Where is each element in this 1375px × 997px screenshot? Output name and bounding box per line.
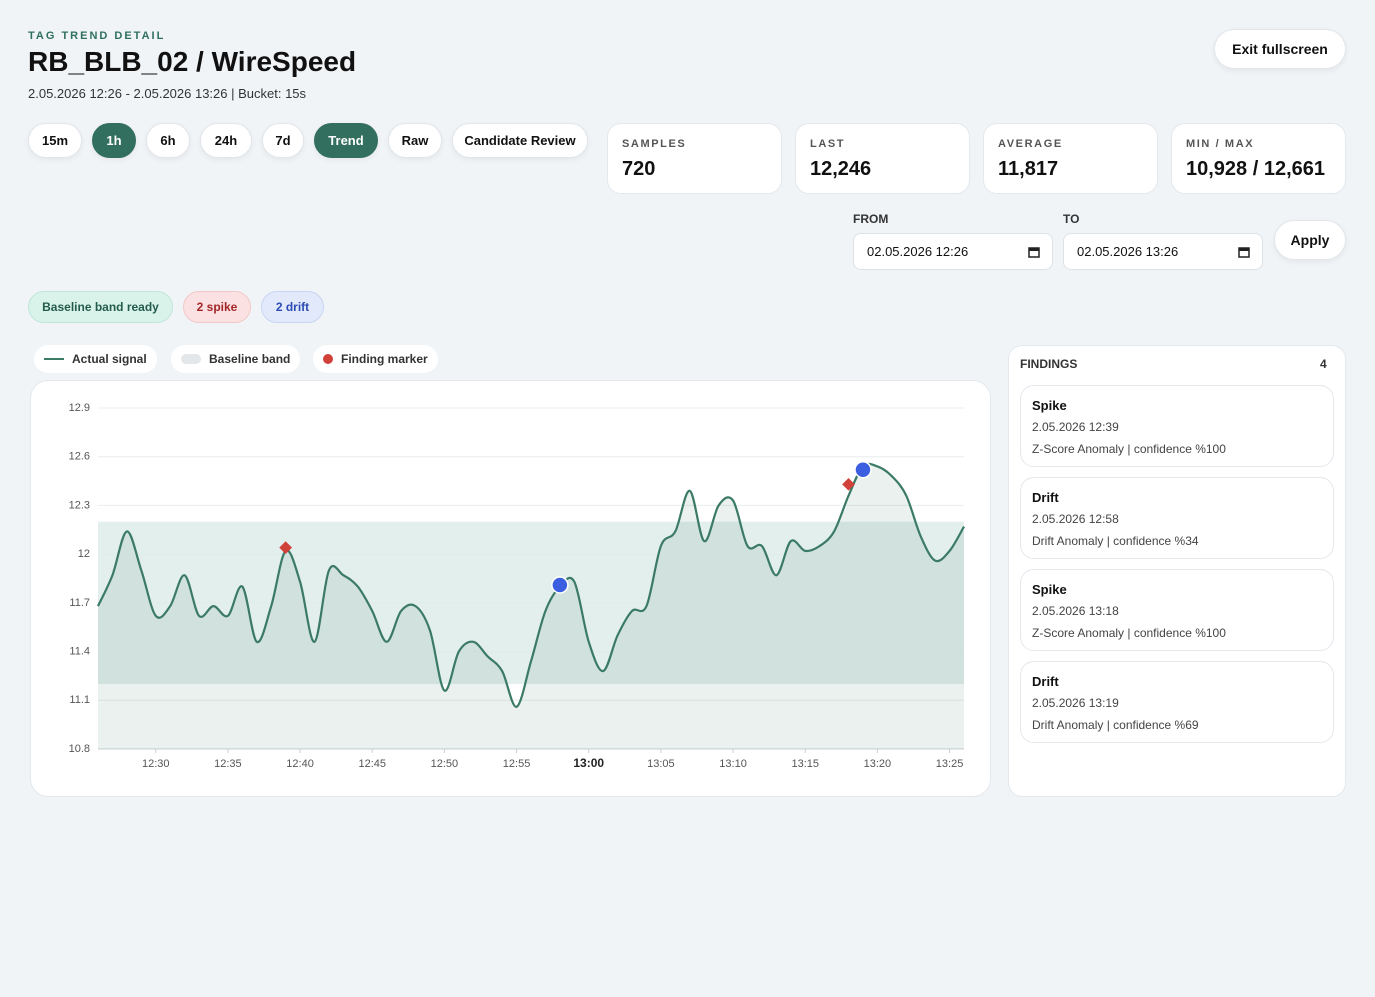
stat-value: 720 bbox=[622, 158, 656, 180]
stat-value: 11,817 bbox=[998, 158, 1059, 180]
page-title: RB_BLB_02 / WireSpeed bbox=[28, 46, 357, 77]
line bbox=[97, 462, 965, 708]
x-tick-label: 13:05 bbox=[647, 758, 675, 770]
finding-detail: Z-Score Anomaly | confidence %100 bbox=[1032, 442, 1226, 456]
finding-time: 2.05.2026 12:39 bbox=[1032, 420, 1119, 434]
finding-card[interactable]: Spike 2.05.2026 12:39 Z-Score Anomaly | co… bbox=[1020, 385, 1334, 467]
filter-pill[interactable]: Raw bbox=[388, 123, 442, 158]
from-input[interactable]: 02.05.2026 12:26 bbox=[853, 233, 1053, 270]
x-tick-label: 13:25 bbox=[936, 758, 964, 770]
to-label: TO bbox=[1063, 212, 1080, 226]
finding-card[interactable]: Drift 2.05.2026 12:58 Drift Anomaly | conf… bbox=[1020, 477, 1334, 559]
badge: Baseline band ready bbox=[28, 291, 173, 323]
stat-value: 12,246 bbox=[810, 158, 872, 180]
x-tick-label: 12:50 bbox=[431, 758, 459, 770]
legend-item: Baseline band bbox=[171, 345, 301, 373]
stat-card: LAST 12,246 bbox=[795, 123, 970, 194]
finding-type: Drift bbox=[1032, 674, 1059, 689]
legend-item: Finding marker bbox=[313, 345, 438, 373]
area bbox=[98, 463, 964, 749]
apply-button[interactable]: Apply bbox=[1274, 220, 1346, 260]
y-tick-label: 11.1 bbox=[69, 694, 90, 706]
finding-marker bbox=[279, 541, 292, 555]
x-tick-label: 12:30 bbox=[142, 758, 170, 770]
filter-pill[interactable]: Candidate Review bbox=[452, 123, 588, 158]
badge: 2 drift bbox=[261, 291, 324, 323]
x-tick-label: 12:55 bbox=[503, 758, 531, 770]
calendar-icon bbox=[1238, 246, 1250, 258]
chart-card: 12.9 12.6 12.3 12 11.7 11.4 11.1 10.8 12:30 12:35… bbox=[30, 380, 991, 797]
filter-pill[interactable]: 24h bbox=[200, 123, 252, 158]
legend-item: Actual signal bbox=[34, 345, 157, 373]
x-tick-label: 13:10 bbox=[719, 758, 747, 770]
filter-pill[interactable]: 15m bbox=[28, 123, 82, 158]
filter-pill[interactable]: 6h bbox=[146, 123, 190, 158]
chart: 12.9 12.6 12.3 12 11.7 11.4 11.1 10.8 12:30 12:35… bbox=[69, 402, 965, 770]
stat-label: LAST bbox=[810, 138, 846, 150]
badge: 2 spike bbox=[183, 291, 251, 323]
from-label: FROM bbox=[853, 212, 889, 226]
stat-card: MIN / MAX 10,928 / 12,661 bbox=[1171, 123, 1346, 194]
finding-marker bbox=[854, 460, 872, 479]
findings-title: FINDINGS bbox=[1020, 357, 1078, 371]
finding-time: 2.05.2026 12:58 bbox=[1032, 512, 1119, 526]
finding-time: 2.05.2026 13:18 bbox=[1032, 604, 1119, 618]
x-tick-label: 12:45 bbox=[358, 758, 386, 770]
y-tick-label: 12.9 bbox=[69, 402, 90, 414]
eyebrow: TAG TREND DETAIL bbox=[28, 30, 166, 42]
from-value: 02.05.2026 12:26 bbox=[867, 244, 969, 259]
stat-label: AVERAGE bbox=[998, 138, 1063, 150]
finding-type: Spike bbox=[1032, 398, 1067, 413]
y-tick-label: 12 bbox=[78, 548, 90, 560]
filter-pill[interactable]: 1h bbox=[92, 123, 136, 158]
finding-type: Drift bbox=[1032, 490, 1059, 505]
finding-detail: Drift Anomaly | confidence %69 bbox=[1032, 718, 1199, 732]
finding-card[interactable]: Drift 2.05.2026 13:19 Drift Anomaly | conf… bbox=[1020, 661, 1334, 743]
finding-marker bbox=[551, 576, 569, 594]
stat-label: SAMPLES bbox=[622, 138, 687, 150]
finding-type: Spike bbox=[1032, 582, 1067, 597]
x-tick-label: 12:40 bbox=[286, 758, 314, 770]
y-tick-label: 10.8 bbox=[69, 743, 90, 755]
legend-swatch bbox=[44, 358, 64, 360]
stat-value: 10,928 / 12,661 bbox=[1186, 158, 1326, 180]
finding-detail: Drift Anomaly | confidence %34 bbox=[1032, 534, 1199, 548]
x-tick-label: 13:20 bbox=[864, 758, 892, 770]
calendar-icon bbox=[1028, 246, 1040, 258]
y-tick-label: 11.7 bbox=[69, 597, 90, 609]
legend-label: Baseline band bbox=[209, 352, 291, 366]
to-input[interactable]: 02.05.2026 13:26 bbox=[1063, 233, 1263, 270]
stat-card: SAMPLES 720 bbox=[607, 123, 782, 194]
stat-label: MIN / MAX bbox=[1186, 138, 1255, 150]
x-tick-label: 13:00 bbox=[573, 756, 604, 770]
legend-swatch bbox=[323, 354, 333, 364]
x-tick-label: 13:15 bbox=[791, 758, 819, 770]
filter-pill[interactable]: Trend bbox=[314, 123, 378, 158]
filter-pill[interactable]: 7d bbox=[262, 123, 304, 158]
to-value: 02.05.2026 13:26 bbox=[1077, 244, 1179, 259]
finding-card[interactable]: Spike 2.05.2026 13:18 Z-Score Anomaly | co… bbox=[1020, 569, 1334, 651]
y-tick-label: 12.3 bbox=[69, 499, 90, 511]
legend-swatch bbox=[181, 354, 201, 364]
finding-time: 2.05.2026 13:19 bbox=[1032, 696, 1119, 710]
legend-label: Finding marker bbox=[341, 352, 428, 366]
y-tick-label: 12.6 bbox=[69, 451, 90, 463]
findings-count: 4 bbox=[1320, 357, 1327, 371]
exit-fullscreen[interactable]: Exit fullscreen bbox=[1214, 29, 1346, 69]
subtitle: 2.05.2026 12:26 - 2.05.2026 13:26 | Buck… bbox=[28, 86, 307, 101]
baseline-band bbox=[98, 521, 964, 685]
legend-label: Actual signal bbox=[72, 352, 147, 366]
stat-card: AVERAGE 11,817 bbox=[983, 123, 1158, 194]
y-tick-label: 11.4 bbox=[69, 645, 90, 657]
x-tick-label: 12:35 bbox=[214, 758, 242, 770]
finding-detail: Z-Score Anomaly | confidence %100 bbox=[1032, 626, 1226, 640]
